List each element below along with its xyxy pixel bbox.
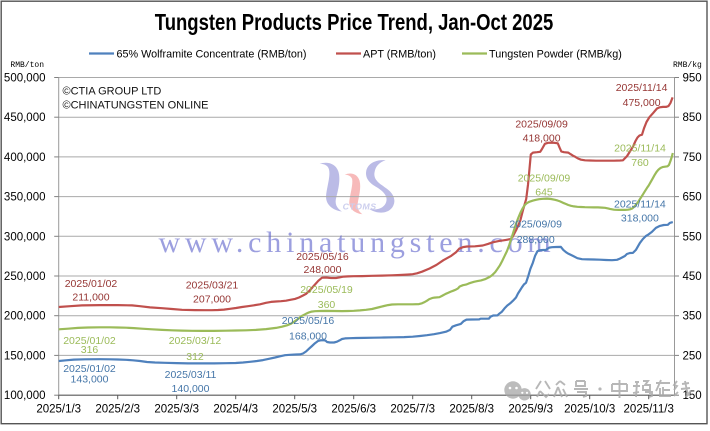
svg-text:150: 150 [683, 390, 702, 402]
svg-text:2025/3/3: 2025/3/3 [154, 404, 199, 416]
svg-text:Tungsten Products Price Trend,: Tungsten Products Price Trend, Jan-Oct 2… [155, 10, 554, 35]
svg-text:450: 450 [683, 271, 702, 283]
svg-text:2025/01/02: 2025/01/02 [63, 335, 116, 347]
svg-text:RMB/kg: RMB/kg [673, 61, 702, 70]
svg-text:500,000: 500,000 [4, 73, 46, 85]
svg-text:2025/09/09: 2025/09/09 [509, 219, 562, 231]
svg-text:200,000: 200,000 [4, 311, 46, 323]
svg-text:©CHINATUNGSTEN ONLINE: ©CHINATUNGSTEN ONLINE [63, 100, 209, 112]
svg-text:760: 760 [631, 157, 649, 169]
svg-text:300,000: 300,000 [4, 231, 46, 243]
svg-text:350,000: 350,000 [4, 192, 46, 204]
svg-text:2025/11/14: 2025/11/14 [614, 143, 666, 155]
svg-text:2025/11/14: 2025/11/14 [616, 82, 668, 94]
svg-text:65% Wolframite Concentrate (RM: 65% Wolframite Concentrate (RMB/ton) [117, 49, 307, 61]
svg-text:475,000: 475,000 [623, 97, 661, 109]
svg-text:168,000: 168,000 [289, 331, 327, 343]
svg-text:2025/11/14: 2025/11/14 [614, 199, 666, 211]
svg-text:2025/9/3: 2025/9/3 [508, 404, 553, 416]
svg-text:2025/8/3: 2025/8/3 [449, 404, 494, 416]
svg-text:850: 850 [683, 112, 702, 124]
svg-text:APT (RMB/ton): APT (RMB/ton) [363, 49, 436, 61]
svg-text:2025/03/21: 2025/03/21 [186, 280, 239, 292]
svg-text:150,000: 150,000 [4, 350, 46, 362]
svg-text:2025/1/3: 2025/1/3 [36, 404, 81, 416]
svg-text:www.chinatungsten.com: www.chinatungsten.com [158, 226, 555, 259]
svg-text:316: 316 [81, 344, 99, 356]
svg-text:140,000: 140,000 [172, 383, 210, 395]
svg-text:100,000: 100,000 [4, 390, 46, 402]
svg-text:RMB/ton: RMB/ton [10, 61, 44, 70]
svg-text:2025/05/16: 2025/05/16 [296, 251, 349, 263]
svg-text:2025/10/3: 2025/10/3 [564, 404, 615, 416]
svg-text:550: 550 [683, 231, 702, 243]
svg-text:211,000: 211,000 [72, 292, 109, 304]
svg-text:2025/4/3: 2025/4/3 [213, 404, 258, 416]
svg-text:2025/2/3: 2025/2/3 [95, 404, 140, 416]
svg-text:2025/01/02: 2025/01/02 [65, 278, 118, 290]
svg-text:143,000: 143,000 [71, 374, 109, 386]
svg-text:©CTIA GROUP LTD: ©CTIA GROUP LTD [63, 86, 162, 98]
svg-text:250,000: 250,000 [4, 271, 46, 283]
svg-text:312: 312 [186, 351, 204, 363]
svg-text:288,000: 288,000 [517, 234, 555, 246]
svg-text:2025/09/09: 2025/09/09 [515, 119, 568, 131]
svg-text:248,000: 248,000 [304, 264, 342, 276]
svg-text:650: 650 [683, 192, 702, 204]
svg-text:450,000: 450,000 [4, 112, 46, 124]
svg-text:2025/7/3: 2025/7/3 [390, 404, 435, 416]
svg-text:2025/11/3: 2025/11/3 [624, 404, 674, 416]
svg-text:2025/6/3: 2025/6/3 [331, 404, 376, 416]
svg-text:318,000: 318,000 [621, 213, 659, 225]
svg-text:2025/03/11: 2025/03/11 [165, 369, 217, 381]
svg-text:950: 950 [683, 73, 702, 85]
svg-text:CTOMS: CTOMS [343, 202, 377, 212]
svg-text:645: 645 [535, 187, 553, 199]
svg-text:250: 250 [683, 350, 702, 362]
svg-text:2025/5/3: 2025/5/3 [272, 404, 317, 416]
svg-text:400,000: 400,000 [4, 152, 46, 164]
svg-text:2025/05/19: 2025/05/19 [300, 284, 353, 296]
svg-text:360: 360 [318, 299, 336, 311]
svg-text:2025/03/12: 2025/03/12 [169, 335, 222, 347]
svg-text:350: 350 [683, 311, 702, 323]
svg-text:2025/01/02: 2025/01/02 [63, 363, 116, 375]
svg-text:418,000: 418,000 [523, 133, 561, 145]
svg-text:207,000: 207,000 [193, 294, 231, 306]
svg-text:2025/09/09: 2025/09/09 [518, 173, 571, 185]
svg-text:2025/05/16: 2025/05/16 [282, 315, 335, 327]
svg-text:750: 750 [683, 152, 702, 164]
svg-text:Tungsten Powder (RMB/kg): Tungsten Powder (RMB/kg) [489, 49, 622, 61]
